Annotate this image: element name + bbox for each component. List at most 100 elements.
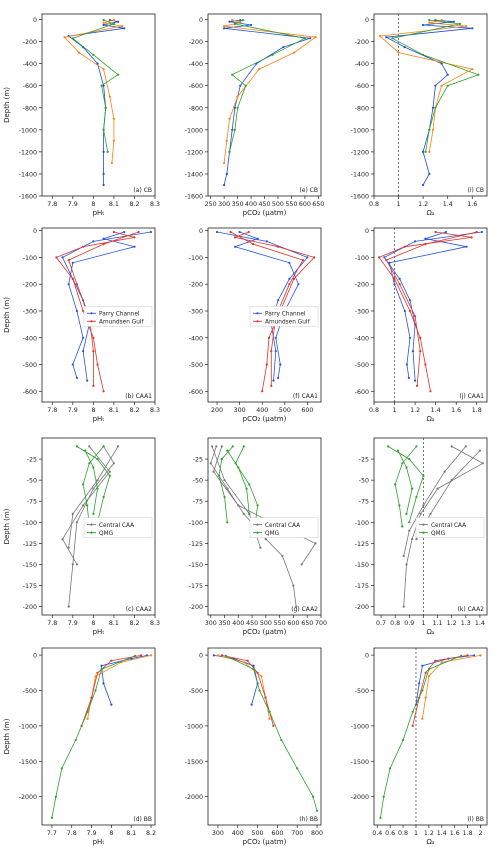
- data-point: [225, 172, 228, 175]
- series-line: [81, 655, 142, 727]
- data-point: [100, 668, 103, 671]
- plot-frame: [207, 227, 322, 403]
- x-tick-label: 1.4: [431, 407, 441, 414]
- x-tick-label: 7.9: [68, 407, 78, 414]
- data-point: [407, 376, 410, 379]
- data-point: [92, 53, 95, 56]
- y-tick-label: -100: [189, 255, 203, 262]
- data-point: [281, 554, 284, 558]
- panel-label: (g) CAA2: [291, 606, 318, 613]
- data-point: [446, 84, 449, 87]
- y-tick-label: -1000: [185, 723, 203, 730]
- y-tick-label: -200: [23, 282, 37, 289]
- data-point: [246, 659, 249, 662]
- data-point: [256, 504, 259, 507]
- y-tick-label: -1000: [351, 723, 369, 730]
- legend-label: Amundsen Gulf: [99, 320, 145, 326]
- data-point: [393, 283, 396, 286]
- legend-marker: [256, 523, 259, 526]
- data-point: [86, 379, 89, 382]
- data-point: [264, 538, 267, 541]
- y-tick-label: -200: [23, 604, 37, 611]
- x-tick-label: 7.8: [47, 201, 57, 208]
- x-tick-label: 1.8: [463, 830, 473, 837]
- data-point: [405, 563, 408, 566]
- data-point: [434, 659, 437, 662]
- data-point: [466, 654, 469, 657]
- data-point: [116, 445, 120, 448]
- data-point: [245, 487, 248, 490]
- panel-e: 0 -200 -400 -600 -800 -1000 -1200 -1400 -1600250…: [185, 13, 324, 217]
- data-point: [108, 95, 111, 98]
- plot-frame: [373, 437, 488, 616]
- y-axis-label: Depth (m): [3, 508, 11, 544]
- data-point: [96, 363, 99, 366]
- data-point: [277, 376, 280, 379]
- data-point: [460, 654, 463, 657]
- legend-label: Central CAA: [431, 523, 466, 529]
- series-line: [378, 231, 472, 392]
- x-tick-label: 0.8: [369, 201, 379, 208]
- data-point: [50, 816, 54, 820]
- y-tick-label: -1400: [351, 171, 369, 178]
- data-point: [82, 336, 85, 339]
- data-point: [102, 172, 105, 175]
- legend-marker: [90, 523, 93, 526]
- data-point: [244, 84, 247, 87]
- y-tick-label: -500: [23, 362, 37, 369]
- data-point: [228, 117, 231, 120]
- data-point: [67, 546, 70, 549]
- data-point: [422, 150, 425, 153]
- data-point: [137, 230, 140, 234]
- x-tick-label: 1.6: [467, 201, 477, 208]
- series-line: [422, 655, 481, 719]
- y-tick-label: -100: [23, 520, 37, 527]
- x-tick-label: 650: [312, 201, 324, 208]
- data-point: [67, 283, 70, 286]
- x-tick-label: 1.3: [461, 620, 471, 627]
- legend-box: [83, 517, 153, 538]
- x-tick-label: 0.7: [376, 620, 386, 627]
- data-point: [92, 350, 95, 353]
- data-point: [88, 462, 91, 465]
- data-point: [408, 458, 411, 461]
- legend: Central CAA QMG: [415, 517, 485, 538]
- data-point: [434, 106, 437, 109]
- data-point: [121, 25, 124, 28]
- data-point: [100, 84, 103, 87]
- series-line: [87, 655, 152, 719]
- x-axis-label: pCO₂ (μatm): [243, 209, 287, 217]
- x-tick-label: 8.1: [126, 830, 136, 837]
- data-point: [379, 816, 382, 820]
- data-point: [415, 445, 418, 448]
- data-point: [429, 390, 432, 393]
- data-point: [75, 376, 78, 379]
- data-point: [234, 236, 237, 239]
- data-point: [82, 350, 85, 353]
- data-point: [112, 139, 115, 142]
- y-tick-label: -200: [355, 604, 369, 611]
- data-point: [440, 84, 443, 87]
- data-point: [106, 150, 109, 153]
- data-point: [223, 495, 226, 499]
- panel-label: (a) CB: [133, 187, 152, 194]
- data-point: [92, 384, 95, 387]
- y-tick-label: -100: [355, 520, 369, 527]
- series-line: [216, 231, 309, 381]
- panel-l: 0 -500 -1000 -1500 -2000 0.4 0.6 0.8 1 1.2 1.4 1.6 1…: [351, 647, 488, 846]
- data-point: [465, 25, 468, 28]
- data-point: [231, 19, 234, 22]
- data-point: [424, 237, 427, 240]
- data-point: [282, 46, 285, 49]
- panel-label: (b) CAA1: [125, 393, 152, 400]
- y-tick-label: -600: [355, 83, 369, 90]
- y-tick-label: -100: [189, 520, 203, 527]
- legend-label: Parry Channel: [265, 312, 306, 318]
- y-tick-label: -800: [355, 105, 369, 112]
- data-point: [450, 445, 453, 448]
- legend-marker: [90, 320, 93, 323]
- data-point: [116, 73, 120, 76]
- data-point: [452, 20, 455, 23]
- data-point: [102, 19, 105, 22]
- panel-label: (l) BB: [468, 816, 485, 823]
